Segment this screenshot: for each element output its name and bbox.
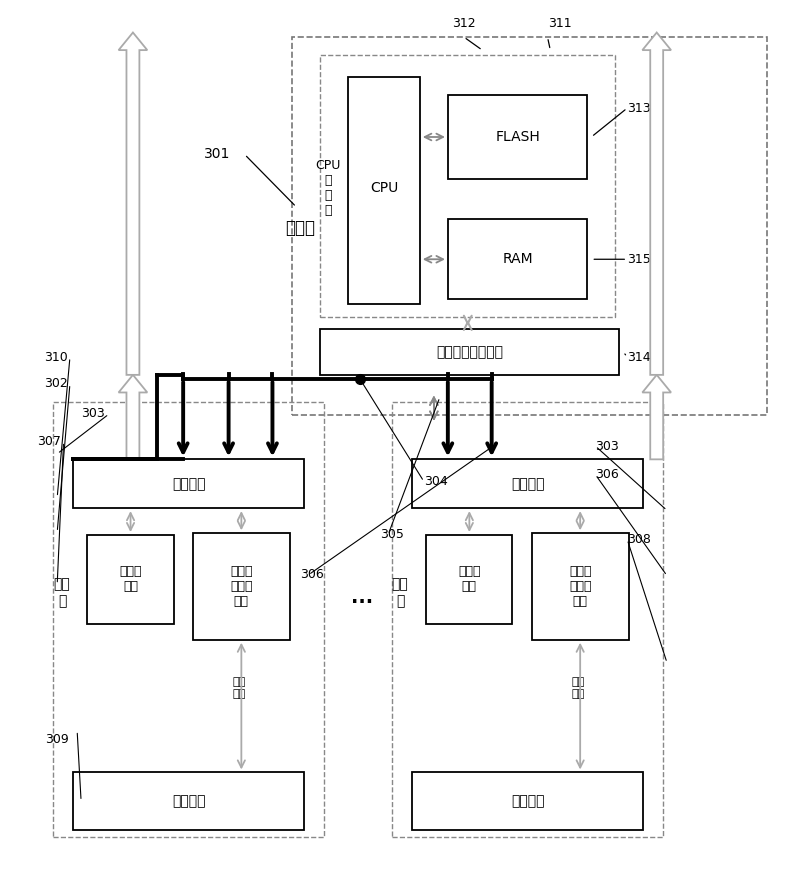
Text: 业务芋片: 业务芋片 [511,794,544,808]
Text: CPU: CPU [370,181,398,195]
Text: RAM: RAM [502,252,533,267]
Bar [348,77,420,303]
Text: 业务芋片: 业务芋片 [172,794,206,808]
Bar [392,401,663,838]
Text: 主控板: 主控板 [286,219,315,237]
Text: 隔离器件: 隔离器件 [172,477,206,491]
Polygon shape [118,375,147,459]
Text: ...: ... [350,588,373,607]
Text: 310: 310 [44,351,67,364]
Text: 现场可
编程门
阵列: 现场可 编程门 阵列 [569,565,591,608]
Bar [87,535,174,624]
Text: 302: 302 [44,377,67,391]
Text: 业务
板: 业务 板 [392,578,408,607]
Text: 311: 311 [548,17,571,30]
Bar [320,328,619,375]
Text: FLASH: FLASH [495,130,540,144]
Bar [73,459,304,508]
Text: 309: 309 [46,733,69,746]
Text: 314: 314 [627,351,651,364]
Text: 闪速存
储器: 闪速存 储器 [119,566,142,593]
Text: 现场可编程门阵列: 现场可编程门阵列 [436,344,503,359]
Text: 303: 303 [81,408,105,420]
Bar [292,37,766,415]
Bar [412,459,643,508]
Text: 315: 315 [627,252,651,266]
Text: 313: 313 [627,102,651,114]
Text: 303: 303 [595,440,619,452]
Bar [448,219,587,300]
Text: 312: 312 [452,17,475,30]
Bar [54,401,324,838]
Text: 控制
信息: 控制 信息 [571,677,585,698]
Text: 现场可
编程门
阵列: 现场可 编程门 阵列 [230,565,253,608]
Text: 隔离器件: 隔离器件 [511,477,544,491]
Text: 305: 305 [380,528,404,541]
Text: 308: 308 [627,533,651,546]
Bar [531,533,629,640]
Polygon shape [642,375,671,459]
Text: 301: 301 [203,147,230,161]
Bar [73,772,304,830]
Bar [193,533,290,640]
Bar [320,54,615,317]
Bar [426,535,513,624]
Text: 304: 304 [424,475,448,488]
Polygon shape [642,32,671,375]
Text: 307: 307 [38,435,61,448]
Text: 306: 306 [301,568,324,582]
Bar [448,95,587,179]
Text: 控制
信息: 控制 信息 [232,677,246,698]
Text: 306: 306 [595,468,619,481]
Text: CPU
小
系
统: CPU 小 系 统 [315,159,341,217]
Text: 业务
板: 业务 板 [54,578,70,607]
Bar [412,772,643,830]
Text: 闪速存
储器: 闪速存 储器 [458,566,481,593]
Polygon shape [118,32,147,375]
